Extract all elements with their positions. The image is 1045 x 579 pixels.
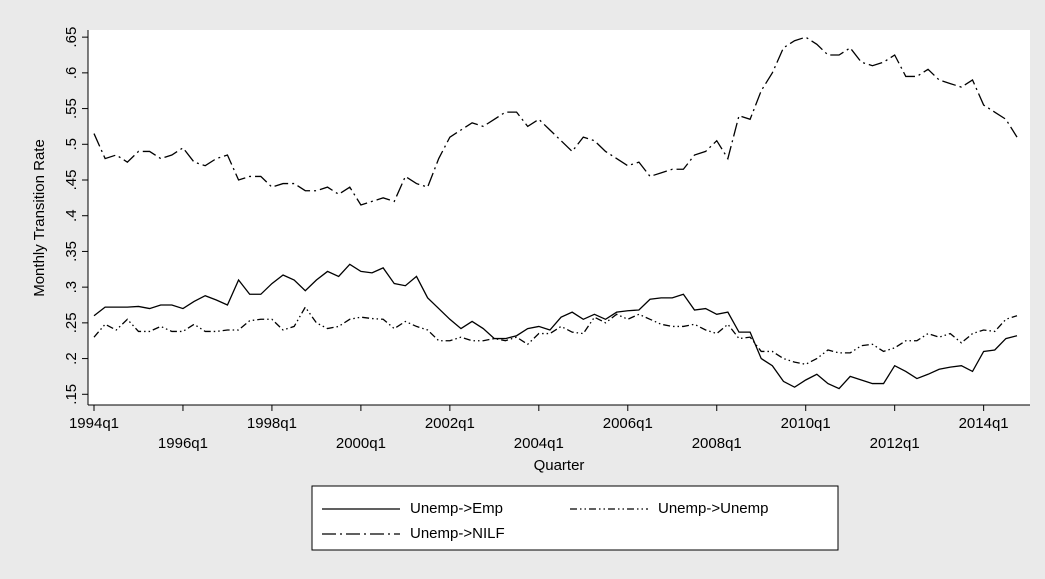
x-tick-label: 2012q1 <box>870 435 920 452</box>
y-tick-label: .5 <box>63 138 80 151</box>
series-line <box>93 36 1018 206</box>
x-tick-label: 1996q1 <box>158 435 208 452</box>
y-tick-label: .65 <box>63 27 80 48</box>
y-tick-label: .25 <box>63 312 80 333</box>
legend-label: Unemp->Unemp <box>658 500 768 517</box>
x-tick-label: 1998q1 <box>247 415 297 432</box>
x-axis-title: Quarter <box>534 457 585 474</box>
x-tick-label: 2014q1 <box>959 415 1009 432</box>
x-tick-label: 2010q1 <box>781 415 831 432</box>
legend <box>311 485 839 551</box>
series-line <box>93 305 1018 365</box>
x-tick-label: 2000q1 <box>336 435 386 452</box>
y-tick-label: .45 <box>63 170 80 191</box>
y-tick-label: .55 <box>63 98 80 119</box>
x-tick-label: 1994q1 <box>69 415 119 432</box>
legend-label: Unemp->NILF <box>410 525 505 542</box>
y-axis-title: Monthly Transition Rate <box>31 139 48 297</box>
y-tick-label: .6 <box>63 67 80 80</box>
y-tick-label: .15 <box>63 384 80 405</box>
x-tick-label: 2008q1 <box>692 435 742 452</box>
y-tick-label: .3 <box>63 281 80 294</box>
plot-area <box>88 30 1030 405</box>
legend-label: Unemp->Emp <box>410 500 503 517</box>
y-tick-label: .2 <box>63 352 80 365</box>
x-tick-label: 2002q1 <box>425 415 475 432</box>
y-tick-label: .35 <box>63 241 80 262</box>
x-tick-label: 2004q1 <box>514 435 564 452</box>
y-tick-label: .4 <box>63 209 80 222</box>
series-line <box>93 263 1018 390</box>
x-tick-label: 2006q1 <box>603 415 653 432</box>
